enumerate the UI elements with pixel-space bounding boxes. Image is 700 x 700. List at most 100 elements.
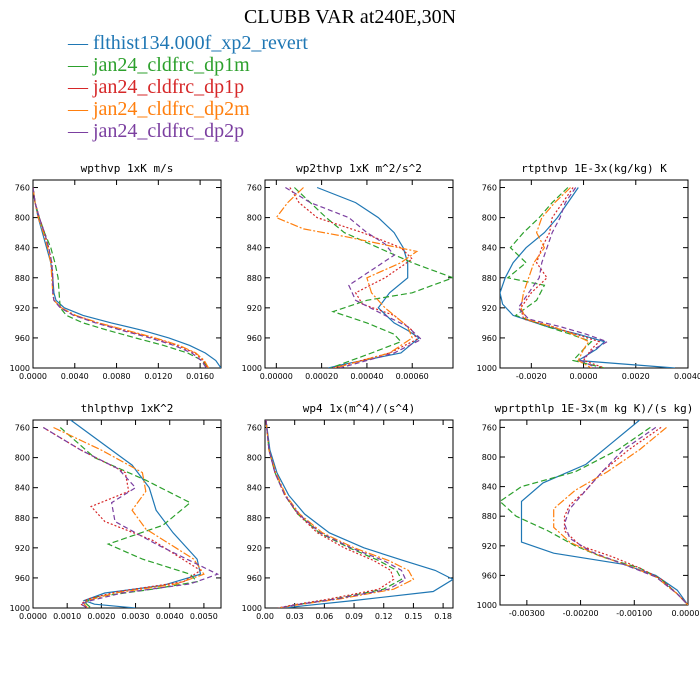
series-line [293, 187, 453, 368]
y-tick-label: 800 [247, 214, 262, 223]
y-tick-label: 1000 [10, 604, 30, 613]
legend-swatch: — [68, 54, 88, 76]
y-tick-label: 920 [15, 304, 30, 313]
x-tick-label: -0.0020 [516, 372, 547, 381]
series-line [520, 187, 605, 368]
y-tick-label: 800 [15, 214, 30, 223]
y-tick-label: 840 [482, 483, 497, 492]
legend-entry: — flthist134.000f_xp2_revert [68, 32, 308, 54]
plot-frame [32, 179, 222, 369]
x-tick-label: 0.0040 [156, 612, 184, 621]
series-line [33, 187, 209, 368]
y-tick-label: 1000 [242, 604, 262, 613]
series-line [285, 186, 423, 368]
series-line [553, 426, 688, 605]
chart-title: wp4 1x(m^4)/(s^4) [303, 402, 416, 415]
legend-label: jan24_cldfrc_dp1p [93, 76, 245, 98]
y-tick-label: 840 [247, 484, 262, 493]
x-tick-label: 0.0020 [87, 612, 115, 621]
series-line [33, 187, 207, 368]
x-tick-label: -0.00300 [509, 609, 545, 618]
chart-title: thlpthvp 1xK^2 [81, 402, 174, 415]
y-tick-label: 880 [247, 274, 262, 283]
series-line [517, 187, 609, 368]
plot-frame [499, 419, 689, 606]
y-tick-label: 1000 [477, 601, 497, 610]
y-tick-label: 880 [482, 512, 497, 521]
chart-panel: wprtpthlp 1E-3x(m kg K)/(s kg) -0.00300 -0… [477, 402, 700, 618]
y-tick-label: 760 [482, 184, 497, 193]
figure-title: CLUBB VAR at240E,30N [243, 6, 457, 28]
y-tick-label: 920 [247, 544, 262, 553]
legend-label: jan24_cldfrc_dp2m [93, 98, 250, 120]
chart-panel: rtpthvp 1E-3x(kg/kg) K -0.0020 0.0000 0.002… [477, 162, 700, 381]
x-tick-label: -0.00200 [563, 609, 599, 618]
series-line [265, 420, 453, 608]
y-tick-label: 920 [247, 304, 262, 313]
plot-frame [499, 179, 689, 369]
series-line [33, 187, 208, 368]
y-tick-label: 920 [482, 542, 497, 551]
legend-swatch: — [68, 76, 88, 98]
series-line [265, 420, 415, 608]
y-tick-label: 960 [15, 334, 30, 343]
x-tick-label: 0.0080 [103, 372, 131, 381]
legend-entry: — jan24_cldfrc_dp1m [68, 54, 308, 76]
x-tick-label: 0.0120 [144, 372, 172, 381]
y-tick-label: 920 [15, 544, 30, 553]
y-tick-label: 840 [247, 244, 262, 253]
legend-label: jan24_cldfrc_dp1m [93, 54, 250, 76]
series-line [42, 426, 220, 608]
chart-title: wpthvp 1xK m/s [81, 162, 174, 175]
y-tick-label: 960 [15, 574, 30, 583]
x-tick-label: 0.0020 [622, 372, 650, 381]
y-tick-label: 800 [482, 214, 497, 223]
legend-entry: — jan24_cldfrc_dp2m [68, 98, 308, 120]
legend-swatch: — [68, 32, 88, 54]
legend-entry: — jan24_cldfrc_dp1p [68, 76, 308, 98]
x-tick-label: 0.00040 [350, 372, 383, 381]
x-tick-label: 0.0050 [190, 612, 218, 621]
y-tick-label: 800 [247, 454, 262, 463]
y-tick-label: 920 [482, 304, 497, 313]
legend-swatch: — [68, 98, 88, 120]
y-tick-label: 960 [482, 334, 497, 343]
series-line [33, 187, 210, 368]
chart-panel: wpthvp 1xK m/s 0.0000 0.0040 0.0080 0.0120 0.… [10, 162, 222, 381]
x-tick-label: 0.0000 [19, 372, 47, 381]
x-tick-label: -0.00100 [616, 609, 652, 618]
y-tick-label: 760 [247, 424, 262, 433]
chart-title: wp2thvp 1xK m^2/s^2 [296, 162, 422, 175]
legend-label: flthist134.000f_xp2_revert [93, 32, 308, 54]
series-line [53, 426, 205, 608]
y-tick-label: 880 [15, 514, 30, 523]
x-tick-label: 0.18 [434, 612, 452, 621]
y-tick-label: 800 [15, 454, 30, 463]
series-line [33, 187, 221, 368]
series-line [563, 426, 688, 605]
series-line [265, 420, 403, 608]
series-line [289, 187, 418, 368]
legend: — flthist134.000f_xp2_revert — jan24_cldfr… [68, 32, 308, 142]
y-tick-label: 760 [247, 184, 262, 193]
y-tick-label: 960 [247, 334, 262, 343]
plot-frame [32, 419, 222, 609]
chart-title: rtpthvp 1E-3x(kg/kg) K [521, 162, 667, 175]
plot-frame [264, 419, 454, 609]
series-line [520, 187, 592, 368]
x-tick-label: 0.0160 [186, 372, 214, 381]
y-tick-label: 960 [482, 571, 497, 580]
series-line [42, 426, 202, 608]
series-line [275, 187, 419, 368]
y-tick-label: 1000 [242, 364, 262, 373]
y-tick-label: 840 [15, 484, 30, 493]
series-line [265, 420, 395, 608]
x-tick-label: 0.0010 [53, 612, 81, 621]
x-tick-label: 0.0030 [122, 612, 150, 621]
chart-panel: thlpthvp 1xK^2 0.0000 0.0010 0.0020 0.0030 0.… [10, 402, 222, 621]
y-tick-label: 760 [15, 424, 30, 433]
plot-frame [264, 179, 454, 369]
legend-swatch: — [68, 120, 88, 142]
x-tick-label: 0.00000 [260, 372, 293, 381]
